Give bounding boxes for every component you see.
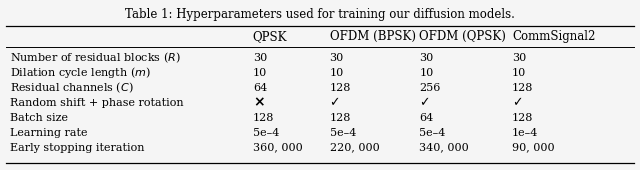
Text: 220, 000: 220, 000 — [330, 143, 380, 152]
Text: QPSK: QPSK — [253, 30, 287, 43]
Text: OFDM (BPSK): OFDM (BPSK) — [330, 30, 415, 43]
Text: 64: 64 — [419, 113, 433, 123]
Text: Dilation cycle length ($m$): Dilation cycle length ($m$) — [10, 65, 150, 80]
Text: 10: 10 — [253, 68, 267, 78]
Text: 128: 128 — [253, 113, 274, 123]
Text: 10: 10 — [419, 68, 433, 78]
Text: 30: 30 — [419, 53, 433, 63]
Text: 256: 256 — [419, 83, 440, 93]
Text: 5e–4: 5e–4 — [330, 128, 356, 138]
Text: 30: 30 — [330, 53, 344, 63]
Text: Number of residual blocks ($R$): Number of residual blocks ($R$) — [10, 50, 180, 65]
Text: CommSignal2: CommSignal2 — [512, 30, 595, 43]
Text: OFDM (QPSK): OFDM (QPSK) — [419, 30, 506, 43]
Text: 5e–4: 5e–4 — [419, 128, 445, 138]
Text: 340, 000: 340, 000 — [419, 143, 469, 152]
Text: 64: 64 — [253, 83, 267, 93]
Text: 360, 000: 360, 000 — [253, 143, 303, 152]
Text: Early stopping iteration: Early stopping iteration — [10, 143, 144, 152]
Text: Learning rate: Learning rate — [10, 128, 87, 138]
Text: 10: 10 — [330, 68, 344, 78]
Text: 5e–4: 5e–4 — [253, 128, 279, 138]
Text: Table 1: Hyperparameters used for training our diffusion models.: Table 1: Hyperparameters used for traini… — [125, 8, 515, 21]
Text: 128: 128 — [512, 83, 533, 93]
Text: Batch size: Batch size — [10, 113, 68, 123]
Text: $\boldsymbol{\times}$: $\boldsymbol{\times}$ — [253, 96, 265, 110]
Text: ✓: ✓ — [512, 96, 522, 109]
Text: 30: 30 — [253, 53, 267, 63]
Text: Residual channels ($C$): Residual channels ($C$) — [10, 80, 133, 95]
Text: ✓: ✓ — [330, 96, 340, 109]
Text: 128: 128 — [330, 113, 351, 123]
Text: 10: 10 — [512, 68, 526, 78]
Text: 128: 128 — [330, 83, 351, 93]
Text: 1e–4: 1e–4 — [512, 128, 538, 138]
Text: Random shift + phase rotation: Random shift + phase rotation — [10, 98, 183, 108]
Text: 90, 000: 90, 000 — [512, 143, 555, 152]
Text: 30: 30 — [512, 53, 526, 63]
Text: ✓: ✓ — [419, 96, 429, 109]
Text: 128: 128 — [512, 113, 533, 123]
